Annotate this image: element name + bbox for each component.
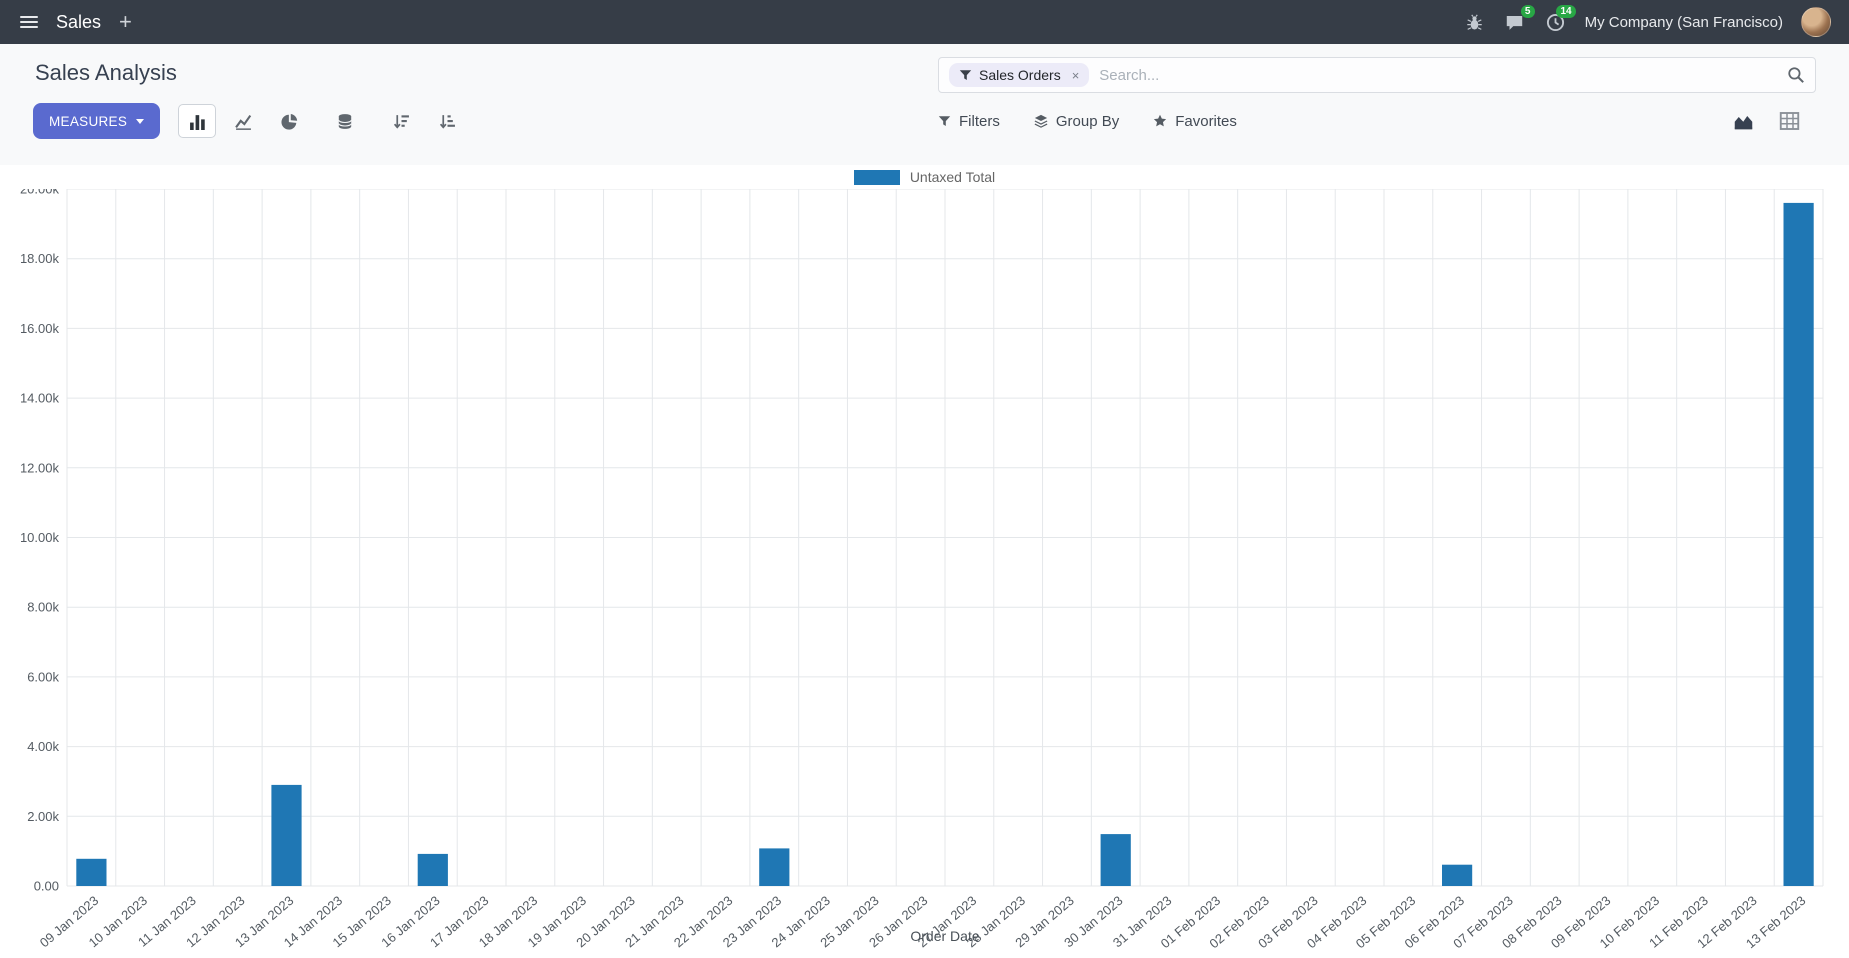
- bar[interactable]: [1100, 834, 1131, 886]
- bar-chart-mode-button[interactable]: [178, 104, 217, 138]
- messages-button[interactable]: 5: [1503, 4, 1535, 34]
- svg-text:14.00k: 14.00k: [20, 391, 60, 406]
- svg-text:6.00k: 6.00k: [27, 669, 59, 684]
- activities-badge: 14: [1556, 4, 1576, 18]
- svg-text:0.00: 0.00: [34, 879, 59, 894]
- bar[interactable]: [271, 784, 302, 886]
- bar[interactable]: [1783, 202, 1814, 886]
- bar[interactable]: [417, 853, 448, 886]
- line-chart-mode-button[interactable]: [224, 104, 262, 138]
- group-by-label: Group By: [1055, 112, 1120, 130]
- sales-analysis-bar-chart: 0.00 2.00k 4.00k 6.00k 8.00k 10.00k 12.00k 14.0…: [20, 189, 1824, 951]
- layers-icon: [1034, 114, 1048, 128]
- search-icon[interactable]: [1787, 66, 1805, 84]
- messages-badge: 5: [1520, 4, 1535, 18]
- area-chart-icon: [1734, 116, 1752, 130]
- pivot-table-icon: [1779, 112, 1799, 130]
- legend-color-box: [853, 169, 900, 185]
- search-menus: Filters Group By Favorites: [938, 102, 1237, 140]
- sort-asc-icon: [439, 114, 455, 129]
- x-axis-title: Order Date: [910, 928, 979, 944]
- navbar-right: 5 14 My Company (San Francisco): [1464, 4, 1831, 37]
- bar[interactable]: [759, 848, 790, 886]
- search-input[interactable]: [1099, 66, 1787, 84]
- debug-button[interactable]: [1464, 12, 1485, 33]
- svg-text:20.00k: 20.00k: [20, 189, 60, 197]
- chart-legend[interactable]: Untaxed Total: [0, 169, 1849, 185]
- search-facet-label: Sales Orders: [979, 67, 1061, 83]
- grid: [66, 189, 1824, 887]
- pie-chart-mode-button[interactable]: [270, 104, 308, 138]
- navbar-left: Sales +: [18, 9, 134, 35]
- star-icon: [1154, 114, 1167, 127]
- group-by-menu-button[interactable]: Group By: [1034, 113, 1119, 130]
- pivot-view-button[interactable]: [1771, 105, 1807, 137]
- clock-icon: [1546, 13, 1564, 31]
- svg-text:16.00k: 16.00k: [20, 321, 60, 336]
- caret-down-icon: [136, 118, 145, 124]
- activities-button[interactable]: 14: [1544, 4, 1576, 34]
- top-navbar: Sales + 5 14 My Company (San Francisco): [0, 0, 1849, 44]
- svg-text:4.00k: 4.00k: [27, 739, 59, 754]
- y-axis-ticks: 0.00 2.00k 4.00k 6.00k 8.00k 10.00k 12.00k 14.0…: [20, 189, 60, 894]
- filters-menu-button[interactable]: Filters: [938, 113, 1000, 130]
- hamburger-icon: [20, 16, 38, 28]
- svg-text:8.00k: 8.00k: [27, 600, 59, 615]
- view-switcher: [1725, 102, 1807, 140]
- database-icon: [338, 113, 352, 129]
- page-title: Sales Analysis: [35, 60, 177, 85]
- sort-descending-button[interactable]: [382, 104, 420, 138]
- svg-text:18.00k: 18.00k: [20, 251, 60, 266]
- bar[interactable]: [1442, 864, 1473, 886]
- new-tab-button[interactable]: +: [119, 9, 132, 34]
- facet-remove-button[interactable]: ×: [1071, 67, 1080, 83]
- sort-desc-icon: [393, 114, 409, 129]
- legend-label: Untaxed Total: [909, 169, 996, 185]
- graph-controls: MEASURES: [33, 102, 466, 140]
- favorites-label: Favorites: [1175, 112, 1237, 130]
- search-facet[interactable]: Sales Orders ×: [949, 63, 1090, 87]
- bar-chart-icon: [189, 114, 205, 130]
- bars: [76, 202, 1814, 886]
- app-name[interactable]: Sales: [56, 11, 102, 32]
- filter-icon: [938, 115, 951, 126]
- pie-chart-icon: [281, 113, 297, 130]
- user-avatar[interactable]: [1801, 7, 1831, 37]
- filter-facet-icon: [959, 69, 972, 80]
- company-switcher[interactable]: My Company (San Francisco): [1584, 13, 1783, 31]
- search-bar[interactable]: Sales Orders ×: [938, 57, 1816, 93]
- svg-text:2.00k: 2.00k: [27, 809, 59, 824]
- bug-icon: [1466, 13, 1482, 30]
- chart-region: Untaxed Total 0.00 2.00k 4.00k 6.00k 8.00k 10…: [0, 165, 1849, 958]
- stacked-toggle-button[interactable]: [326, 104, 364, 138]
- line-chart-icon: [234, 114, 251, 130]
- apps-menu-button[interactable]: [18, 14, 40, 30]
- sort-ascending-button[interactable]: [428, 104, 466, 138]
- svg-text:12.00k: 12.00k: [20, 460, 60, 475]
- bar[interactable]: [76, 858, 107, 886]
- measures-button[interactable]: MEASURES: [33, 103, 161, 139]
- svg-text:10.00k: 10.00k: [20, 530, 60, 545]
- control-panel: Sales Analysis Sales Orders × MEASURES: [0, 44, 1849, 165]
- measures-label: MEASURES: [49, 113, 128, 129]
- graph-view-button[interactable]: [1725, 105, 1761, 137]
- filters-label: Filters: [959, 112, 1000, 130]
- chat-bubble-icon: [1506, 15, 1522, 30]
- favorites-menu-button[interactable]: Favorites: [1153, 113, 1237, 130]
